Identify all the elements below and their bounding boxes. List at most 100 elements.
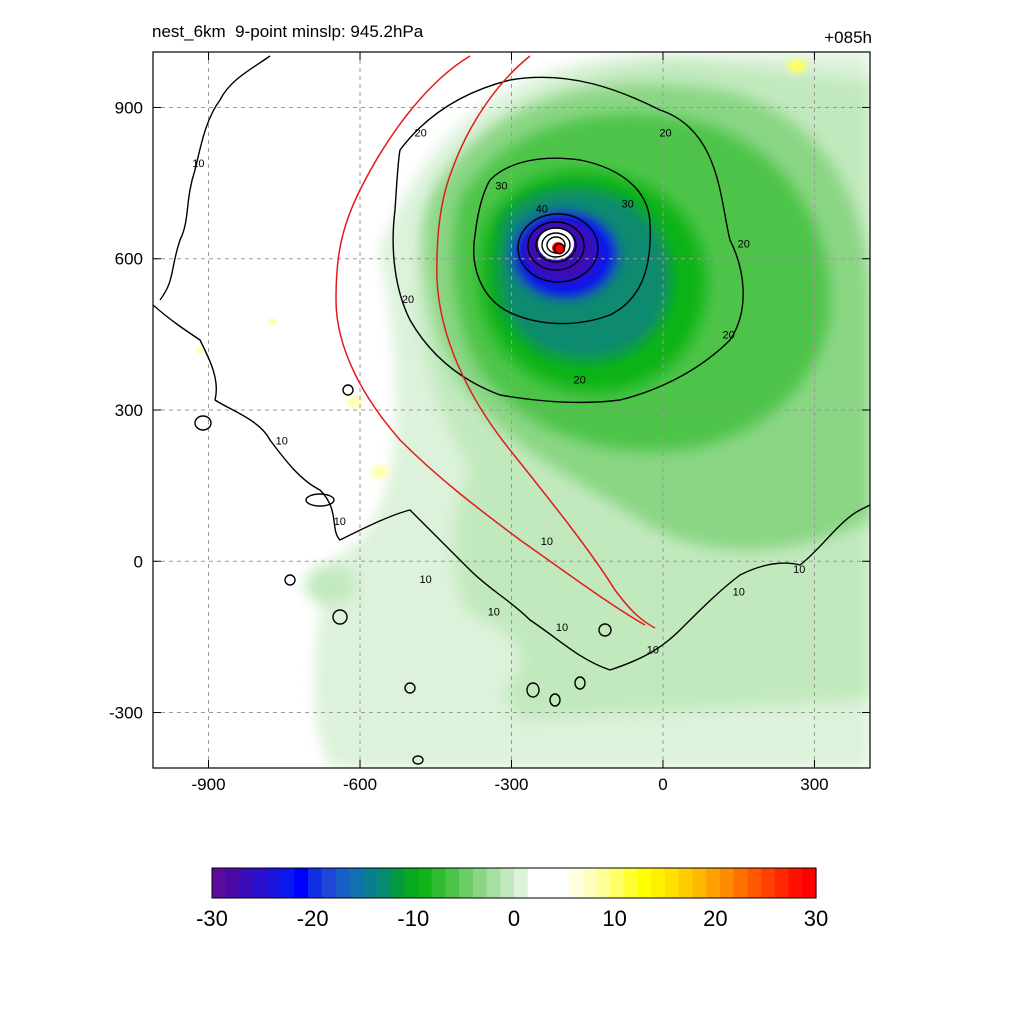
colorbar-swatch bbox=[706, 868, 721, 898]
colorbar-swatch bbox=[321, 868, 337, 898]
colorbar-swatch bbox=[500, 868, 515, 898]
vorticity-field bbox=[153, 52, 870, 768]
contour-label: 20 bbox=[414, 128, 426, 140]
x-tick-label: -300 bbox=[494, 775, 528, 794]
colorbar-swatch bbox=[568, 868, 584, 898]
colorbar-swatch bbox=[582, 868, 597, 898]
contour-label: 10 bbox=[793, 564, 805, 576]
colorbar-swatch bbox=[596, 868, 611, 898]
contour-label: 30 bbox=[622, 198, 634, 210]
x-tick-label: 300 bbox=[800, 775, 828, 794]
colorbar-tick-label: 0 bbox=[508, 906, 520, 931]
forecast-hour-label: +085h bbox=[824, 28, 872, 47]
colorbar-swatch bbox=[239, 868, 254, 898]
colorbar-swatch bbox=[802, 868, 817, 898]
colorbar-swatch bbox=[665, 868, 680, 898]
colorbar-swatch bbox=[294, 868, 309, 898]
colorbar-swatch bbox=[788, 868, 803, 898]
contour-label: 10 bbox=[276, 435, 288, 447]
colorbar-swatch bbox=[308, 868, 323, 898]
contour-label: 10 bbox=[733, 587, 745, 599]
contour-label: 30 bbox=[495, 181, 507, 193]
colorbar-swatch bbox=[225, 868, 241, 898]
contour-20 bbox=[392, 76, 744, 404]
y-tick-label: 600 bbox=[115, 250, 143, 269]
x-tick-label: 0 bbox=[658, 775, 667, 794]
colorbar-swatch bbox=[527, 868, 543, 898]
colorbar-swatch bbox=[266, 868, 282, 898]
colorbar bbox=[211, 867, 817, 899]
contour-label: 20 bbox=[659, 128, 671, 140]
chart-title: nest_6km 9-point minslp: 945.2hPa bbox=[152, 22, 424, 41]
colorbar-swatch bbox=[733, 868, 748, 898]
y-tick-label: 0 bbox=[134, 552, 143, 571]
colorbar-swatch bbox=[637, 868, 652, 898]
colorbar-swatch bbox=[376, 868, 392, 898]
track-right bbox=[436, 55, 656, 629]
y-tick-labels: 900 600 300 0 -300 bbox=[109, 98, 143, 722]
x-tick-label: -600 bbox=[343, 775, 377, 794]
contour-label: 10 bbox=[556, 622, 568, 634]
contour-label: 20 bbox=[722, 329, 734, 341]
contour-label: 10 bbox=[420, 574, 432, 586]
storm-center-marker bbox=[553, 242, 566, 255]
storm-track-lines bbox=[335, 55, 656, 629]
wind-speed-contours bbox=[153, 55, 870, 765]
contour-10 bbox=[153, 55, 870, 671]
colorbar-swatch bbox=[514, 868, 529, 898]
contour-40 bbox=[517, 213, 599, 283]
contour-label: 20 bbox=[738, 239, 750, 251]
contour-labels: 10 10 10 10 10 10 10 10 10 10 20 20 20 20 20 20 30 30 40 bbox=[192, 128, 805, 657]
contour-label: 20 bbox=[574, 375, 586, 387]
colorbar-tick-label: -20 bbox=[297, 906, 329, 931]
colorbar-frame bbox=[211, 867, 817, 899]
contour-label: 10 bbox=[541, 536, 553, 548]
colorbar-swatch bbox=[761, 868, 776, 898]
colorbar-tick-label: -30 bbox=[196, 906, 228, 931]
contour-label: 20 bbox=[402, 294, 414, 306]
colorbar-swatch bbox=[335, 868, 350, 898]
colorbar-swatch bbox=[774, 868, 790, 898]
colorbar-swatch bbox=[253, 868, 268, 898]
colorbar-tick-label: 10 bbox=[602, 906, 626, 931]
colorbar-swatch bbox=[445, 868, 460, 898]
colorbar-swatch bbox=[541, 868, 556, 898]
contour-label: 10 bbox=[488, 607, 500, 619]
contour-label: 10 bbox=[334, 516, 346, 528]
axis-ticks bbox=[153, 52, 870, 768]
colorbar-swatch bbox=[459, 868, 474, 898]
colorbar-swatch bbox=[404, 868, 419, 898]
contour-label: 10 bbox=[647, 645, 659, 657]
colorbar-swatch bbox=[486, 868, 501, 898]
contour-30 bbox=[473, 157, 651, 325]
colorbar-tick-label: 20 bbox=[703, 906, 727, 931]
colorbar-tick-label: 30 bbox=[804, 906, 828, 931]
colorbar-swatch bbox=[472, 868, 488, 898]
colorbar-swatch bbox=[363, 868, 378, 898]
colorbar-swatch bbox=[349, 868, 364, 898]
y-tick-label: 900 bbox=[115, 98, 143, 117]
colorbar-swatch bbox=[678, 868, 694, 898]
contour-label: 10 bbox=[192, 158, 204, 170]
colorbar-swatch bbox=[431, 868, 446, 898]
colorbar-swatch bbox=[212, 868, 227, 898]
colorbar-swatch bbox=[747, 868, 762, 898]
colorbar-swatch bbox=[651, 868, 666, 898]
contour-label: 40 bbox=[536, 203, 548, 215]
y-tick-label: -300 bbox=[109, 704, 143, 723]
colorbar-swatch bbox=[623, 868, 639, 898]
track-left bbox=[335, 55, 646, 626]
x-tick-labels: -900 -600 -300 0 300 bbox=[192, 775, 829, 794]
colorbar-labels: -30 -20 -10 0 10 20 30 bbox=[196, 906, 828, 931]
x-tick-label: -900 bbox=[192, 775, 226, 794]
colorbar-swatch bbox=[280, 868, 295, 898]
colorbar-swatch bbox=[610, 868, 625, 898]
colorbar-swatch bbox=[692, 868, 707, 898]
colorbar-swatch bbox=[555, 868, 570, 898]
colorbar-swatch bbox=[417, 868, 433, 898]
colorbar-tick-label: -10 bbox=[397, 906, 429, 931]
y-tick-label: 300 bbox=[115, 401, 143, 420]
colorbar-swatch bbox=[719, 868, 735, 898]
colorbar-swatch bbox=[390, 868, 405, 898]
